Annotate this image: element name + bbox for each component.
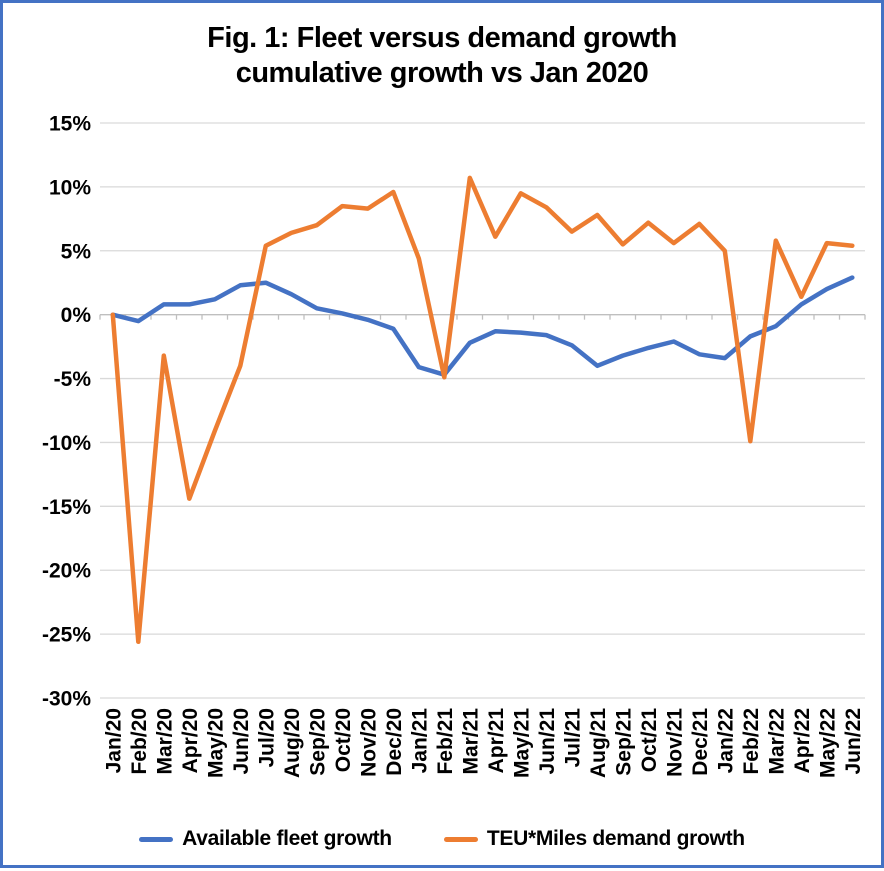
x-axis-tick-label: Dec/20 bbox=[383, 708, 406, 776]
series-line-teu-miles-demand-growth bbox=[110, 175, 855, 645]
x-axis-tick-label: Mar/22 bbox=[765, 708, 788, 775]
y-axis-tick-label: 0% bbox=[61, 304, 92, 327]
x-axis-tick-label: Feb/22 bbox=[740, 708, 763, 775]
x-axis-tick-label: Mar/21 bbox=[459, 708, 482, 775]
legend-item-teu-miles-demand-growth: TEU*Miles demand growth bbox=[443, 827, 745, 851]
x-axis-tick-label: Jun/22 bbox=[842, 708, 865, 775]
x-axis-tick-label: Aug/21 bbox=[587, 708, 610, 778]
x-axis-tick-label: Jul/20 bbox=[255, 708, 278, 768]
x-axis-tick-label: Feb/21 bbox=[434, 708, 457, 775]
y-axis-tick-label: -30% bbox=[42, 688, 91, 711]
y-axis-tick-label: -20% bbox=[42, 560, 91, 583]
y-axis-tick-label: -5% bbox=[54, 368, 92, 391]
legend-line-swatch-blue bbox=[139, 836, 174, 842]
chart-title: Fig. 1: Fleet versus demand growth cumul… bbox=[3, 21, 881, 91]
legend-item-available-fleet-growth: Available fleet growth bbox=[139, 827, 392, 851]
chart-title-line2: cumulative growth vs Jan 2020 bbox=[235, 57, 649, 89]
x-axis-tick-label: Oct/21 bbox=[638, 708, 661, 773]
x-axis-tick-label: Oct/20 bbox=[332, 708, 355, 772]
x-axis-tick-label: May/20 bbox=[204, 708, 227, 778]
y-axis-tick-label: 10% bbox=[49, 176, 91, 199]
x-axis-tick-label: Dec/21 bbox=[689, 708, 712, 776]
legend-label-available-fleet-growth: Available fleet growth bbox=[182, 827, 392, 850]
plot-area: 15%10%5%0%-5%-10%-15%-20%-25%-30%Jan/20 F… bbox=[42, 113, 866, 778]
x-axis-tick-label: Feb/20 bbox=[128, 708, 151, 775]
x-axis-tick-label: Mar/20 bbox=[153, 708, 176, 775]
y-axis-tick-label: -15% bbox=[42, 496, 91, 519]
x-axis-tick-label: Sep/20 bbox=[306, 708, 329, 776]
x-axis-tick-label: Sep/21 bbox=[612, 708, 635, 776]
x-axis-tick-label: May/21 bbox=[510, 708, 533, 778]
x-axis-tick-label: Aug/20 bbox=[281, 708, 304, 778]
x-axis-tick-label: Jun/20 bbox=[230, 708, 253, 775]
y-axis-tick-label: -25% bbox=[42, 624, 91, 647]
x-axis-tick-label: Jan/21 bbox=[408, 708, 431, 774]
y-axis-tick-label: 15% bbox=[49, 113, 91, 136]
x-axis-tick-label: Apr/22 bbox=[791, 708, 814, 773]
legend-line-swatch-orange bbox=[443, 836, 478, 842]
x-axis-tick-label: Apr/21 bbox=[485, 708, 508, 774]
x-axis-tick-label: Apr/20 bbox=[179, 708, 202, 773]
x-axis-tick-label: May/22 bbox=[816, 708, 839, 778]
series-line-available-fleet-growth bbox=[110, 275, 855, 377]
chart-title-line1: Fig. 1: Fleet versus demand growth bbox=[207, 22, 677, 54]
x-axis-tick-label: Nov/20 bbox=[357, 708, 380, 777]
x-axis-tick-label: Jan/20 bbox=[102, 708, 125, 773]
legend-label-teu-miles-demand-growth: TEU*Miles demand growth bbox=[486, 827, 745, 850]
x-axis-tick-label: Jun/21 bbox=[536, 708, 559, 775]
y-axis-tick-label: 5% bbox=[61, 240, 92, 263]
y-axis-tick-label: -10% bbox=[42, 432, 91, 455]
x-axis-tick-label: Jan/22 bbox=[714, 708, 737, 773]
x-axis-tick-label: Nov/21 bbox=[663, 708, 686, 777]
x-axis-tick-label: Jul/21 bbox=[561, 708, 584, 768]
legend: Available fleet growth TEU*Miles demand … bbox=[3, 827, 881, 851]
